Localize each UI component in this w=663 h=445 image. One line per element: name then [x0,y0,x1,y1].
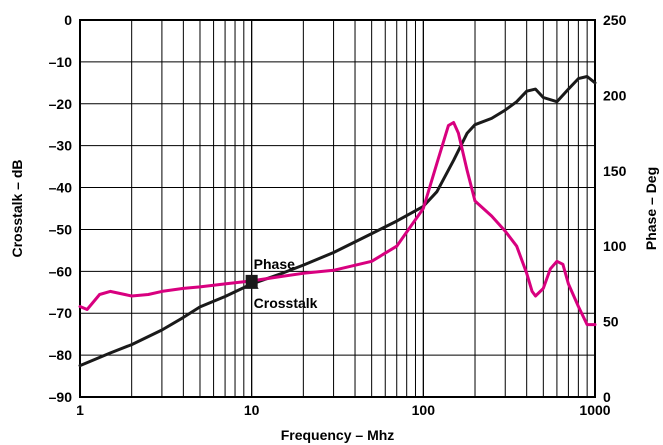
y-left-tick-label: –70 [49,305,73,321]
series-line-crosstalk [78,75,597,368]
y-right-tick-label: 250 [603,12,627,28]
y-left-tick-label: –30 [49,138,73,154]
y-left-tick-label: –80 [49,347,73,363]
y-right-tick-label: 200 [603,87,627,103]
crosstalk-marker-triangle [244,275,259,289]
crosstalk-annotation-label: Crosstalk [254,295,318,311]
y-right-tick-label: 100 [603,238,627,254]
phase-annotation-label: Phase [254,256,295,272]
y-left-tick-label: –60 [49,263,73,279]
y-right-tick-label: 0 [603,389,611,405]
y-left-tick-label: –20 [49,96,73,112]
y-right-tick-label: 50 [603,314,619,330]
y-left-axis-title: Crosstalk – dB [9,159,25,257]
y-left-tick-label: –50 [49,221,73,237]
y-left-tick-label: 0 [64,12,72,28]
y-left-tick-label: –10 [49,54,73,70]
x-axis-title: Frequency – Mhz [281,427,395,443]
y-left-tick-label: –40 [49,180,73,196]
series-line-phase [78,121,597,327]
x-tick-label: 1000 [579,402,610,418]
grid-lines [80,20,595,397]
y-right-axis-title: Phase – Deg [643,167,659,250]
x-tick-label: 1 [76,402,84,418]
y-right-tick-label: 150 [603,163,627,179]
x-tick-label: 10 [244,402,260,418]
x-tick-label: 100 [412,402,436,418]
y-left-tick-label: –90 [49,389,73,405]
plot-frame [79,19,596,398]
